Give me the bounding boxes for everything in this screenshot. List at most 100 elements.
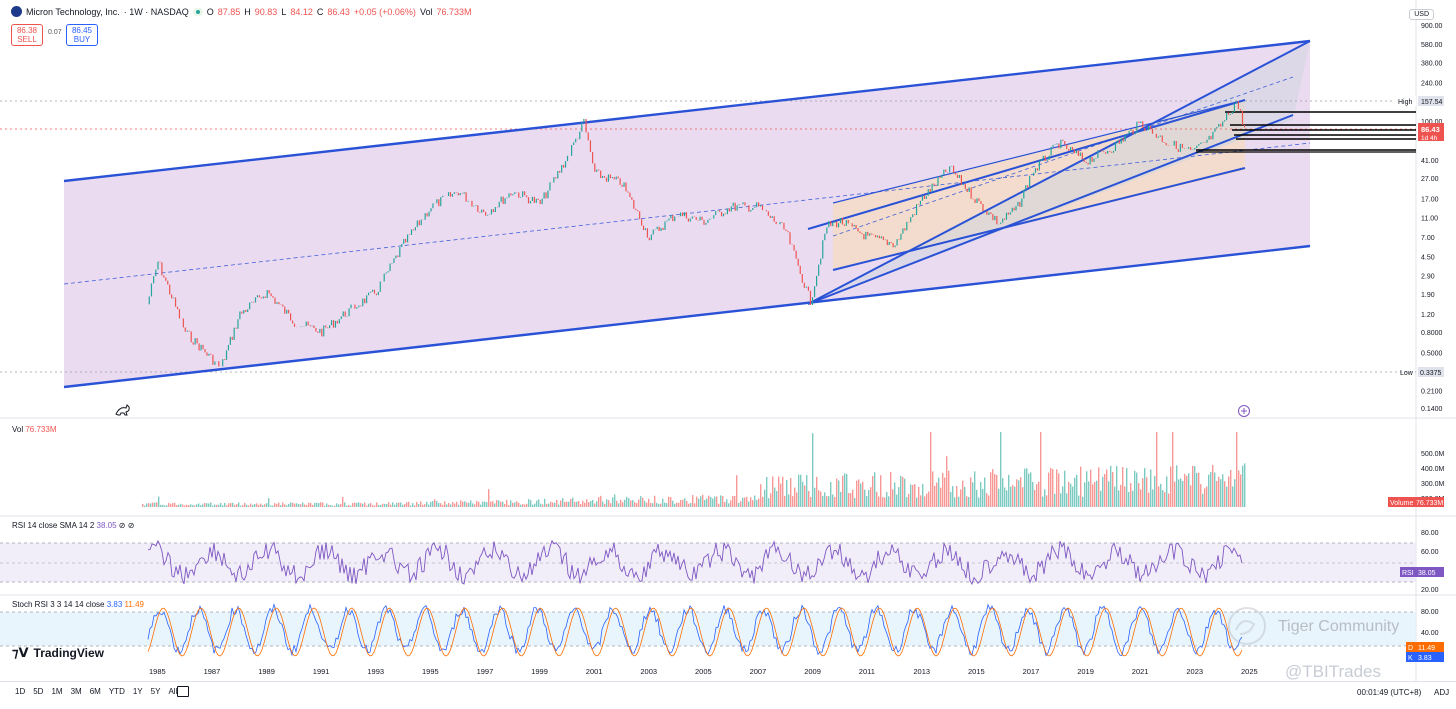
volume-bar <box>926 493 928 507</box>
volume-bar <box>794 487 796 507</box>
buy-button[interactable]: 86.45 BUY <box>66 24 98 46</box>
volume-bar <box>1138 483 1140 507</box>
volume-bar <box>962 480 964 507</box>
tradingview-logo[interactable]: ⁊𝗩 TradingView <box>12 645 104 661</box>
volume-bar <box>446 504 448 507</box>
volume-bar <box>344 502 346 507</box>
currency-button[interactable]: USD <box>1409 9 1434 20</box>
volume-bar <box>848 493 850 507</box>
volume-bar <box>844 473 846 507</box>
volume-indicator-legend[interactable]: Vol 76.733M <box>12 425 57 434</box>
volume-bar <box>766 476 768 507</box>
volume-bar <box>1168 493 1170 507</box>
time-axis-tick: 2023 <box>1186 667 1203 676</box>
volume-bar <box>944 477 946 507</box>
volume-bar <box>328 504 330 507</box>
volume-bar <box>1000 432 1002 507</box>
low-label: L <box>281 6 287 17</box>
rsi-indicator-value: 38.05 <box>96 521 117 530</box>
volume-bar <box>938 477 940 507</box>
volume-bar <box>788 494 790 507</box>
volume-bar <box>930 432 932 507</box>
volume-bar <box>578 500 580 507</box>
time-axis[interactable]: 1985 1987 1989 1991 1993 1995 1997 1999 2001 2003… <box>149 667 1258 676</box>
volume-bar <box>1042 496 1044 507</box>
price-axis[interactable]: 900.00 580.00 380.00 240.00 100.00 41.00 27.00… <box>1421 23 1445 661</box>
add-drawing-icon[interactable] <box>1238 405 1250 417</box>
sell-label: SELL <box>17 35 37 44</box>
timeframe-button[interactable]: 6M <box>89 687 101 696</box>
date-range-icon[interactable] <box>177 686 189 697</box>
timeframe-selector[interactable]: 1D 5D 1M 3M 6M YTD 1Y 5Y All <box>15 687 177 696</box>
volume-bar <box>1134 470 1136 507</box>
volume-bar <box>902 476 904 507</box>
volume-bar <box>292 502 294 507</box>
volume-bar <box>682 499 684 507</box>
timeframe-button[interactable]: 1Y <box>132 687 143 696</box>
timeframe-button[interactable]: 1M <box>51 687 63 696</box>
volume-bar <box>410 505 412 507</box>
stoch-indicator-legend[interactable]: Stoch RSI 3 3 14 14 close 3.83 11.49 <box>12 600 144 609</box>
volume-bar <box>1114 486 1116 507</box>
open-value: 87.85 <box>217 6 241 17</box>
volume-bar <box>526 503 528 507</box>
spread-value: 0.07 <box>48 29 62 36</box>
volume-bar <box>156 502 158 507</box>
volume-bar <box>530 500 532 507</box>
volume-bar <box>814 487 816 507</box>
volume-bar <box>1082 496 1084 507</box>
volume-bar <box>716 496 718 507</box>
volume-bar <box>392 502 394 507</box>
rsi-settings-icon[interactable]: ⊘ ⊘ <box>118 521 135 530</box>
volume-bar <box>444 501 446 507</box>
outer-channel-bottom <box>63 244 1311 389</box>
volume-bar <box>1080 466 1082 507</box>
timeframe-button[interactable]: 3M <box>70 687 82 696</box>
timeframe-button[interactable]: All <box>168 687 178 696</box>
volume-bar <box>214 504 216 507</box>
volume-bar <box>858 479 860 507</box>
volume-bar <box>224 502 226 507</box>
volume-bar <box>500 501 502 507</box>
volume-bar <box>436 501 438 507</box>
price-axis-tick: 27.00 <box>1421 176 1439 183</box>
time-axis-tick: 1985 <box>149 667 166 676</box>
volume-bar <box>358 502 360 507</box>
adj-toggle[interactable]: ADJ <box>1434 688 1450 697</box>
timeframe-button[interactable]: 1D <box>15 687 26 696</box>
clock[interactable]: 00:01:49 (UTC+8) <box>1357 688 1422 697</box>
volume-bar <box>1198 472 1200 507</box>
volume-bar <box>474 504 476 507</box>
volume-bar <box>460 500 462 507</box>
volume-bar <box>146 503 148 507</box>
symbol-name[interactable]: Micron Technology, Inc. <box>26 6 120 17</box>
volume-bar <box>176 505 178 507</box>
timeframe-button[interactable]: 5D <box>33 687 44 696</box>
volume-bar <box>370 502 372 507</box>
stoch-axis-tick: 40.00 <box>1421 630 1439 637</box>
timeframe-button[interactable]: YTD <box>108 687 125 696</box>
volume-bar <box>868 490 870 507</box>
price-axis-tick: 0.8000 <box>1421 330 1443 337</box>
volume-bar <box>700 496 702 507</box>
volume-bar <box>234 504 236 507</box>
volume-bar <box>698 498 700 507</box>
rsi-indicator-legend[interactable]: RSI 14 close SMA 14 2 38.05 ⊘ ⊘ <box>12 521 134 530</box>
volume-bar <box>314 502 316 507</box>
volume-bar <box>996 474 998 507</box>
volume-bar <box>1066 493 1068 507</box>
volume-bar <box>322 502 324 507</box>
volume-bar <box>608 500 610 507</box>
sell-button[interactable]: 86.38 SELL <box>11 24 43 46</box>
volume-bar <box>416 501 418 507</box>
volume-bar <box>662 498 664 507</box>
timeframe-button[interactable]: 5Y <box>150 687 161 696</box>
volume-bar <box>628 498 630 507</box>
volume-bar <box>1170 466 1172 507</box>
volume-bar <box>640 496 642 507</box>
volume-bar <box>866 496 868 507</box>
price-axis-tick: 4.50 <box>1421 254 1435 261</box>
volume-bar <box>1054 493 1056 507</box>
